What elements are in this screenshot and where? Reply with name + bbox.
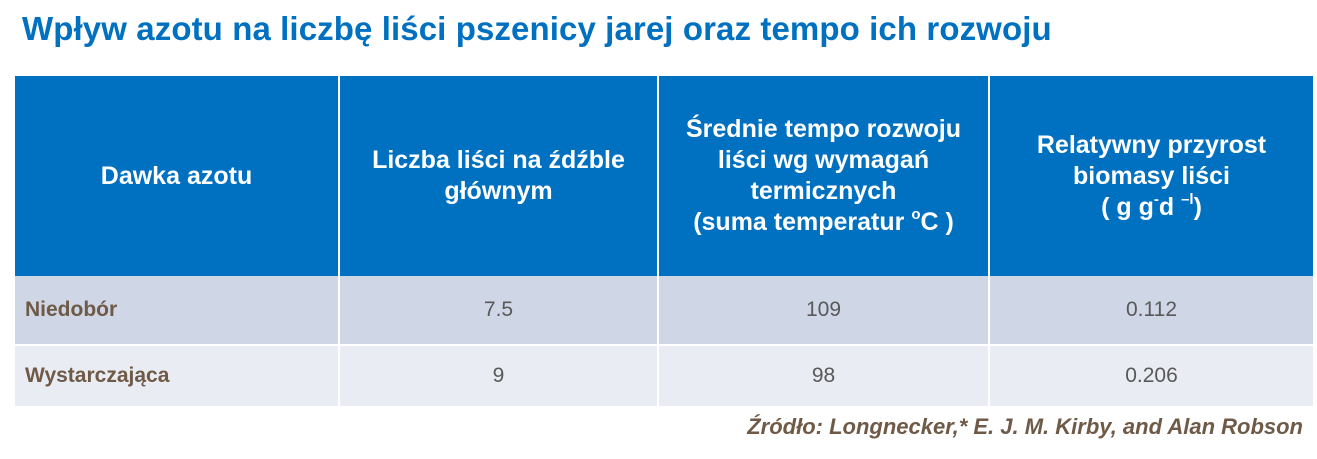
header-nitrogen-dose: Dawka azotu bbox=[15, 76, 340, 276]
row-label: Niedobór bbox=[15, 276, 340, 346]
header-development-rate-unit: (suma temperatur oC ) bbox=[693, 206, 954, 236]
header-leaf-count: Liczba liści na źdźble głównym bbox=[339, 76, 659, 276]
table-header-row: Dawka azotu Liczba liści na źdźble główn… bbox=[15, 76, 1313, 276]
page-title: Wpływ azotu na liczbę liści pszenicy jar… bbox=[22, 10, 1052, 47]
header-biomass-growth-unit: ( g g-d –l) bbox=[1101, 190, 1202, 221]
header-biomass-growth: Relatywny przyrost biomasy liści ( g g-d… bbox=[989, 76, 1313, 276]
cell-development-rate: 98 bbox=[658, 345, 990, 406]
cell-leaf-count: 9 bbox=[339, 345, 659, 406]
header-development-rate-label: Średnie tempo rozwoju liści wg wymagań t… bbox=[685, 115, 962, 205]
cell-biomass-growth: 0.112 bbox=[989, 276, 1313, 346]
source-citation: Źródło: Longnecker,* E. J. M. Kirby, and… bbox=[747, 414, 1303, 439]
header-development-rate: Średnie tempo rozwoju liści wg wymagań t… bbox=[658, 76, 990, 276]
cell-leaf-count: 7.5 bbox=[339, 276, 659, 346]
cell-development-rate: 109 bbox=[658, 276, 990, 346]
table-row: Wystarczająca 9 98 0.206 bbox=[15, 345, 1313, 406]
cell-biomass-growth: 0.206 bbox=[989, 345, 1313, 406]
table-row: Niedobór 7.5 109 0.112 bbox=[15, 276, 1313, 346]
header-leaf-count-label: Liczba liści na źdźble głównym bbox=[372, 146, 625, 205]
header-biomass-growth-label: Relatywny przyrost biomasy liści bbox=[1036, 130, 1267, 190]
header-nitrogen-dose-label: Dawka azotu bbox=[100, 161, 253, 190]
data-table: Dawka azotu Liczba liści na źdźble główn… bbox=[15, 76, 1313, 406]
row-label: Wystarczająca bbox=[15, 345, 340, 406]
